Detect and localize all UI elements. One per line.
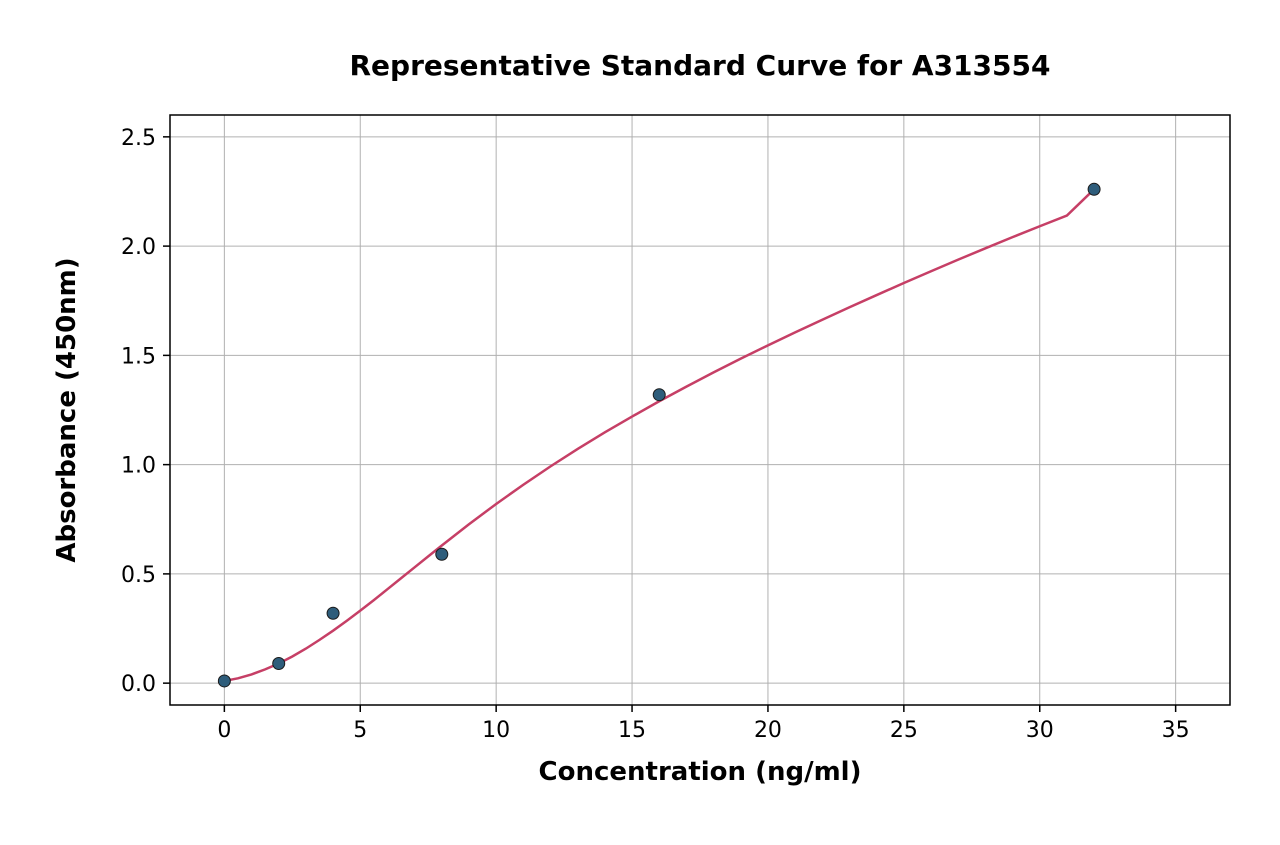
data-point	[327, 607, 339, 619]
x-tick-label: 35	[1162, 718, 1190, 743]
y-tick-label: 1.0	[121, 454, 156, 479]
y-tick-label: 2.5	[121, 126, 156, 151]
chart-container: 0 5 10 15 20 25 30 35 0.0 0.5 1.0 1.5 2.0 2.5 Concentr…	[0, 0, 1280, 845]
data-point	[273, 657, 285, 669]
x-tick-label: 5	[353, 718, 367, 743]
y-tick-label: 0.0	[121, 672, 156, 697]
y-tick-label: 1.5	[121, 344, 156, 369]
data-point	[1088, 183, 1100, 195]
data-point	[436, 548, 448, 560]
x-tick-label: 20	[754, 718, 782, 743]
standard-curve-chart: 0 5 10 15 20 25 30 35 0.0 0.5 1.0 1.5 2.0 2.5 Concentr…	[0, 0, 1280, 845]
x-tick-label: 15	[618, 718, 646, 743]
fitted-curve	[224, 189, 1094, 681]
x-tick-label: 25	[890, 718, 918, 743]
x-tick-label: 0	[217, 718, 231, 743]
data-point	[218, 675, 230, 687]
x-axis-label: Concentration (ng/ml)	[539, 757, 862, 787]
chart-title: Representative Standard Curve for A31355…	[350, 49, 1051, 82]
x-tick-label: 30	[1026, 718, 1054, 743]
y-axis-label: Absorbance (450nm)	[52, 257, 82, 562]
y-tick-label: 0.5	[121, 563, 156, 588]
data-point	[653, 389, 665, 401]
x-tick-label: 10	[482, 718, 510, 743]
y-tick-label: 2.0	[121, 235, 156, 260]
